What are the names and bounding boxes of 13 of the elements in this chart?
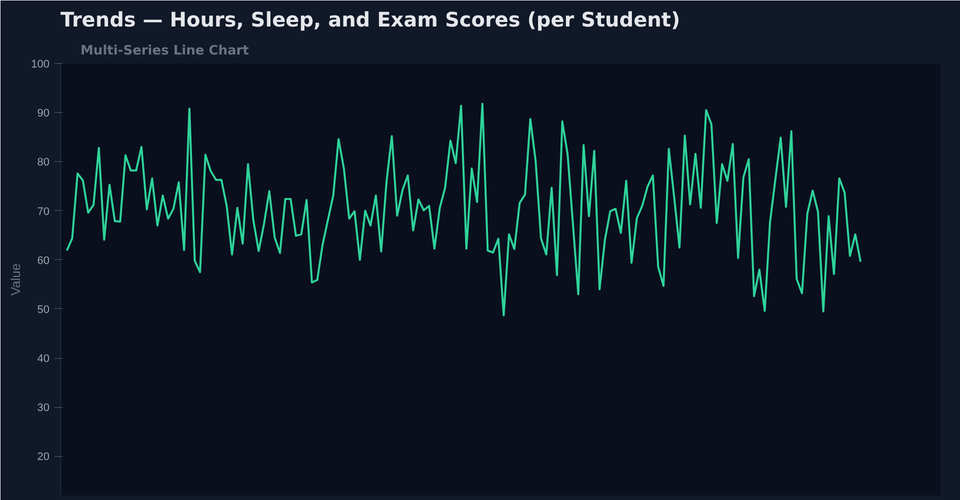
y-tick-label: 80 — [37, 156, 50, 169]
y-tick-label: 60 — [37, 254, 50, 267]
chart-title: Trends — Hours, Sleep, and Exam Scores (per Student) — [60, 8, 680, 32]
line-series — [66, 102, 862, 316]
y-tick-label: 20 — [37, 451, 50, 464]
y-tick-label: 90 — [37, 108, 50, 120]
y-tick-label: 100 — [31, 58, 50, 70]
y-tick-label: 30 — [37, 402, 50, 414]
y-tick-label: 50 — [37, 304, 50, 316]
y-tick-label: 40 — [37, 353, 50, 366]
y-tick-label: 70 — [37, 206, 50, 218]
chart-subtitle: Multi-Series Line Chart — [80, 44, 249, 58]
y-axis-title: Value — [8, 263, 24, 296]
